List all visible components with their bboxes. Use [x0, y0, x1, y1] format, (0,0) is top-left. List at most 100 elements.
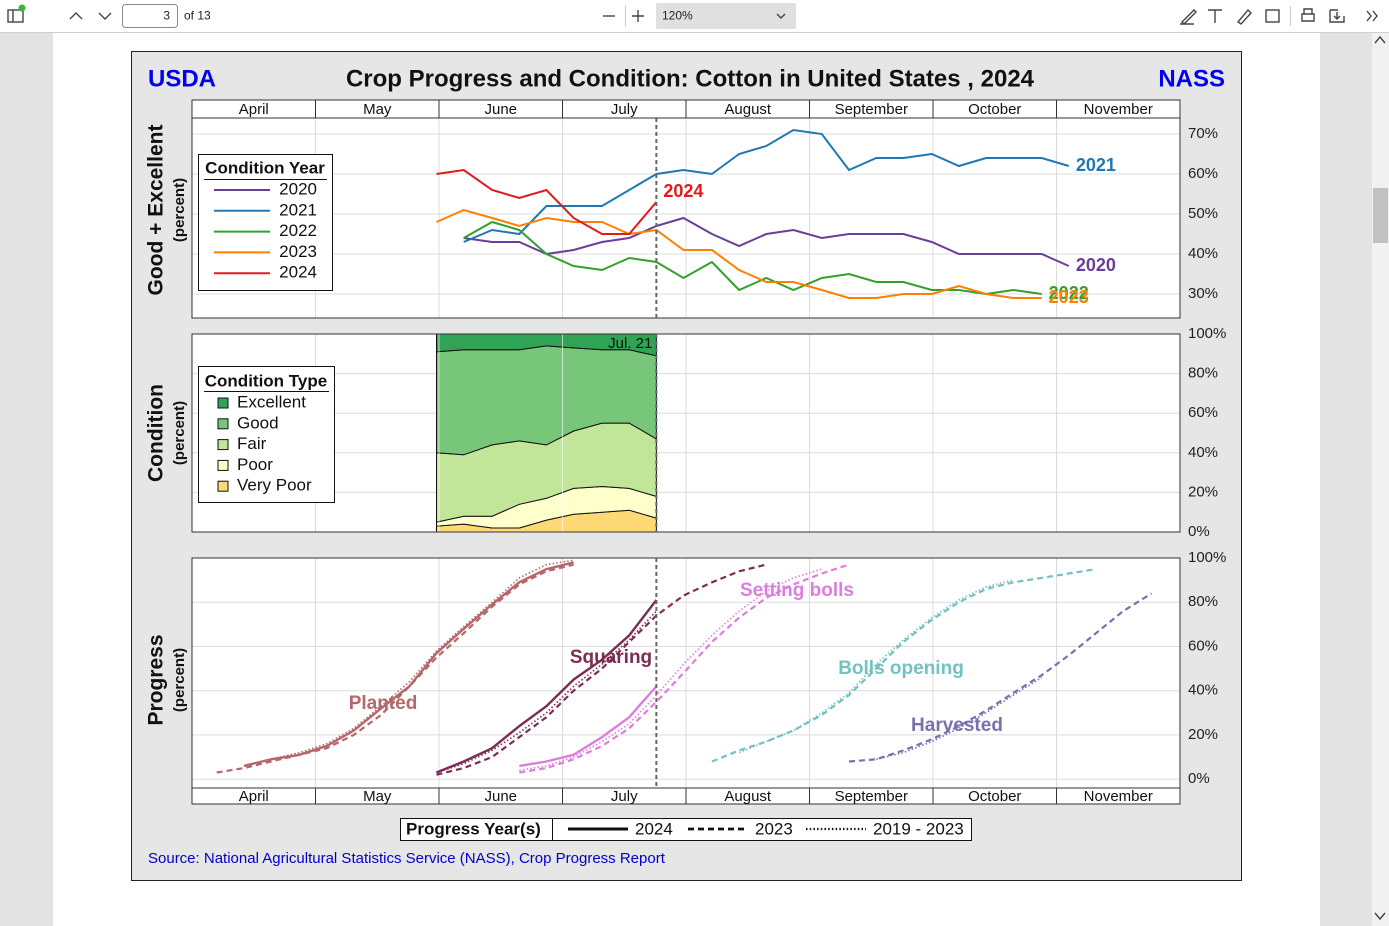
y-tick-label: 0% — [1188, 770, 1210, 787]
series-end-label: 2023 — [1049, 287, 1089, 307]
legend-label: 2024 — [635, 819, 673, 838]
print[interactable] — [1301, 8, 1315, 22]
y-tick-label: 20% — [1188, 726, 1218, 743]
next-page[interactable] — [98, 12, 112, 20]
progress-line — [848, 592, 1153, 763]
month-label: May — [363, 788, 392, 805]
nass-label: NASS — [1158, 65, 1225, 92]
legend-label: Poor — [237, 455, 273, 474]
y-tick-label: 60% — [1188, 404, 1218, 421]
y-tick-label: 60% — [1188, 637, 1218, 654]
condition-line — [436, 208, 1042, 299]
progress-line — [436, 599, 658, 774]
legend-label: 2024 — [279, 263, 317, 282]
month-label: July — [611, 788, 638, 805]
month-label: November — [1084, 788, 1153, 805]
y-tick-label: 80% — [1188, 365, 1218, 382]
legend-label: 2023 — [755, 819, 793, 838]
progress-line — [216, 563, 574, 774]
month-label: October — [968, 788, 1021, 805]
y-axis-title: Condition — [145, 384, 168, 482]
scrollbar[interactable] — [1372, 33, 1389, 926]
progress-line — [876, 676, 1043, 761]
scrollbar-thumb[interactable] — [1373, 188, 1388, 243]
highlight-tool[interactable] — [1180, 9, 1197, 25]
legend-title: Condition Type — [205, 371, 327, 390]
condition-line — [463, 216, 1070, 267]
y-axis-title: Progress — [145, 634, 168, 725]
progress-line — [243, 559, 574, 767]
zoom-value[interactable]: 120% — [662, 9, 693, 23]
week-annotation: Jul. 21 — [608, 335, 652, 352]
y-tick-label: 20% — [1188, 483, 1218, 500]
progress-line — [738, 579, 1014, 754]
more-tools[interactable] — [1366, 10, 1378, 22]
legend-box — [198, 366, 335, 503]
series-end-label: 2020 — [1076, 255, 1116, 275]
condition-line — [463, 128, 1070, 243]
stage-label: Squaring — [570, 647, 652, 668]
save[interactable] — [1329, 9, 1345, 23]
month-label: June — [484, 788, 517, 805]
legend-box — [400, 818, 972, 841]
month-label: September — [835, 788, 908, 805]
month-label: September — [835, 101, 908, 118]
y-tick-label: 40% — [1188, 245, 1218, 262]
draw-tool[interactable] — [1236, 8, 1252, 25]
legend-label: 2022 — [279, 221, 317, 240]
page-number[interactable]: 3 — [163, 9, 170, 23]
legend-label: Fair — [237, 434, 267, 453]
y-tick-label: 40% — [1188, 682, 1218, 699]
y-tick-label: 100% — [1188, 549, 1226, 566]
progress-line — [436, 610, 657, 774]
usda-label: USDA — [148, 65, 216, 92]
series-end-label: 2021 — [1076, 155, 1116, 175]
zoom-select[interactable] — [656, 3, 796, 29]
y-tick-label: 0% — [1188, 523, 1210, 540]
legend-swatch — [217, 439, 229, 451]
stage-label: Harvested — [911, 715, 1003, 736]
sidebar-toggle[interactable] — [7, 4, 26, 23]
month-label: June — [484, 101, 517, 118]
legend-box — [198, 154, 333, 291]
month-label: October — [968, 101, 1021, 118]
image-tool[interactable] — [1265, 9, 1280, 23]
zoom-in[interactable] — [632, 10, 644, 22]
stage-label: Setting bolls — [740, 580, 854, 601]
page-input[interactable] — [122, 4, 178, 28]
legend-title: Condition Year — [205, 158, 325, 177]
text-tool[interactable] — [1208, 9, 1222, 23]
y-tick-label: 100% — [1188, 325, 1226, 342]
month-label: April — [239, 788, 269, 805]
plot-border — [191, 333, 1181, 533]
y-tick-label: 80% — [1188, 593, 1218, 610]
source-note: Source: National Agricultural Statistics… — [148, 850, 666, 867]
y-axis-unit: (percent) — [171, 178, 188, 242]
report-title: Crop Progress and Condition: Cotton in U… — [346, 65, 1035, 92]
zoom-dropdown[interactable] — [776, 13, 786, 19]
legend-title: Progress Year(s) — [406, 819, 541, 838]
legend-label: Good — [237, 413, 279, 432]
month-label: August — [724, 788, 772, 805]
legend-label: 2019 - 2023 — [873, 819, 964, 838]
progress-line — [436, 563, 767, 776]
condition-line — [436, 168, 658, 235]
legend-label: 2020 — [279, 179, 317, 198]
y-tick-label: 60% — [1188, 165, 1218, 182]
scroll-up[interactable] — [1374, 35, 1386, 44]
month-label: May — [363, 101, 392, 118]
month-label: July — [611, 101, 638, 118]
series-end-label: 2024 — [663, 181, 703, 201]
stage-label: Planted — [349, 693, 418, 714]
prev-page[interactable] — [69, 12, 83, 20]
legend-swatch — [217, 459, 229, 471]
legend-label: 2021 — [279, 200, 317, 219]
month-label: November — [1084, 101, 1153, 118]
y-tick-label: 50% — [1188, 205, 1218, 222]
y-axis-unit: (percent) — [171, 401, 188, 465]
y-axis-title: Good + Excellent — [145, 125, 168, 296]
progress-line — [711, 568, 1097, 763]
scroll-down[interactable] — [1374, 912, 1386, 921]
legend-swatch — [217, 418, 229, 430]
legend-label: 2023 — [279, 242, 317, 261]
